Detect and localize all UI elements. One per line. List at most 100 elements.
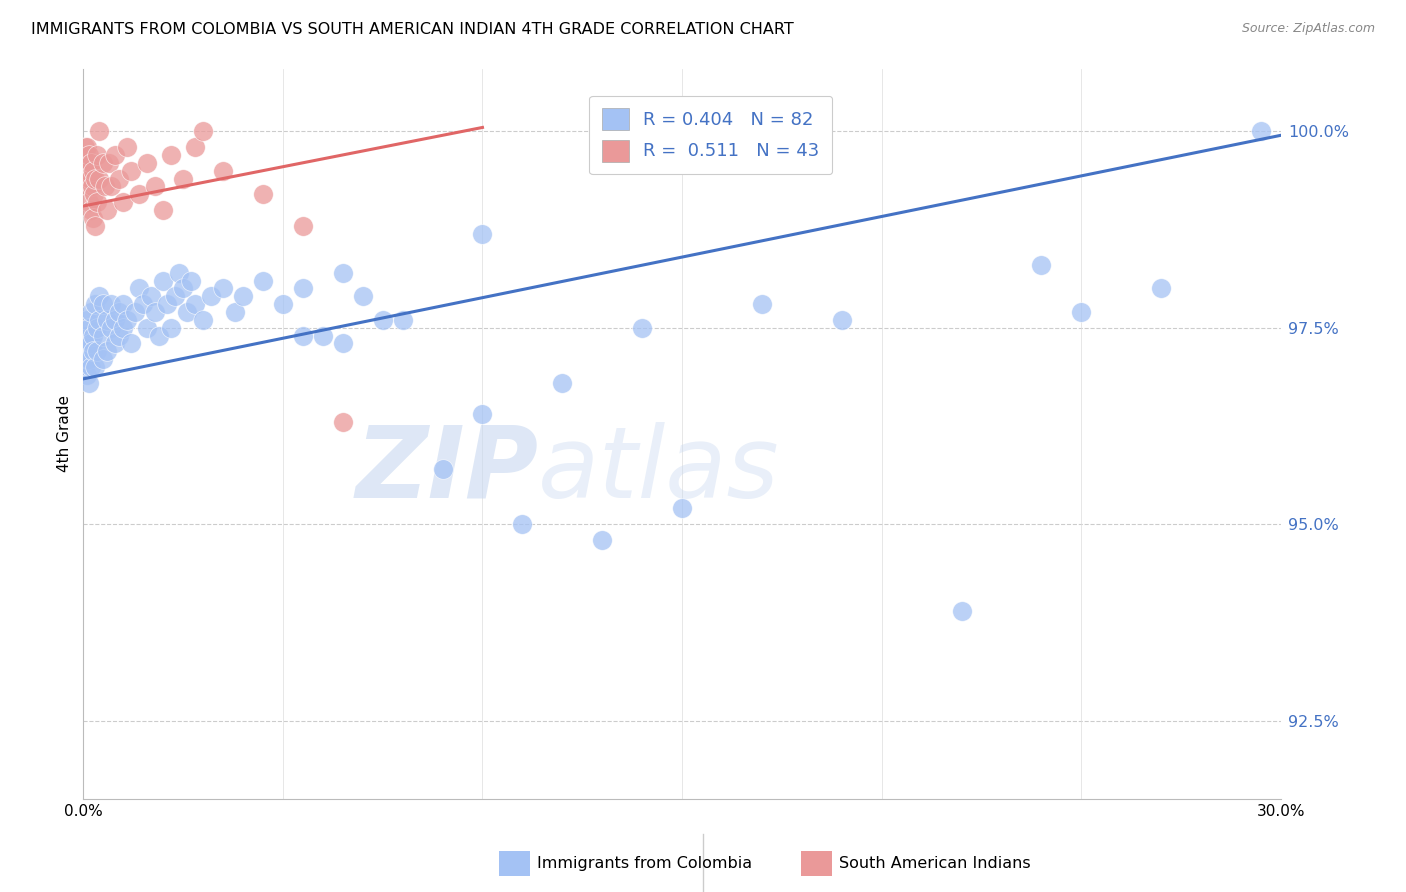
Point — [76, 179, 98, 194]
Point — [176, 305, 198, 319]
Point — [91, 328, 114, 343]
Point — [136, 156, 159, 170]
Point — [271, 297, 294, 311]
Point — [76, 313, 98, 327]
Point — [84, 171, 107, 186]
Point — [212, 281, 235, 295]
Point — [160, 320, 183, 334]
Point — [84, 297, 107, 311]
Point — [76, 336, 98, 351]
Point — [291, 328, 314, 343]
Y-axis label: 4th Grade: 4th Grade — [58, 395, 72, 473]
Point — [89, 171, 111, 186]
Point — [115, 313, 138, 327]
Point — [96, 344, 118, 359]
Point — [1250, 124, 1272, 138]
Point — [75, 328, 97, 343]
Point — [76, 352, 98, 367]
Point — [79, 171, 101, 186]
Point — [112, 195, 135, 210]
Point — [82, 163, 104, 178]
Text: Immigrants from Colombia: Immigrants from Colombia — [537, 856, 752, 871]
Point — [141, 289, 163, 303]
Point — [312, 328, 335, 343]
Point — [108, 328, 131, 343]
Point — [108, 305, 131, 319]
Point — [180, 274, 202, 288]
Point — [77, 352, 100, 367]
Point — [751, 297, 773, 311]
Point — [184, 140, 207, 154]
Point — [332, 336, 354, 351]
Legend: R = 0.404   N = 82, R =  0.511   N = 43: R = 0.404 N = 82, R = 0.511 N = 43 — [589, 95, 832, 174]
Point — [143, 179, 166, 194]
Text: Source: ZipAtlas.com: Source: ZipAtlas.com — [1241, 22, 1375, 36]
Point — [84, 219, 107, 233]
Point — [831, 313, 853, 327]
Point — [77, 195, 100, 210]
Point — [86, 320, 108, 334]
Point — [96, 202, 118, 217]
Point — [156, 297, 179, 311]
Point — [100, 179, 122, 194]
Point — [115, 140, 138, 154]
Point — [172, 281, 194, 295]
Point — [120, 336, 142, 351]
Point — [160, 148, 183, 162]
Point — [371, 313, 394, 327]
Point — [80, 360, 103, 375]
Point — [950, 604, 973, 618]
Point — [77, 320, 100, 334]
Point — [252, 187, 274, 202]
Point — [352, 289, 374, 303]
Point — [224, 305, 246, 319]
Point — [80, 179, 103, 194]
Point — [77, 163, 100, 178]
Point — [1150, 281, 1173, 295]
Point — [1031, 258, 1053, 272]
Point — [75, 360, 97, 375]
Text: South American Indians: South American Indians — [839, 856, 1031, 871]
Point — [108, 171, 131, 186]
Point — [212, 163, 235, 178]
Point — [152, 202, 174, 217]
Point — [91, 297, 114, 311]
Point — [82, 211, 104, 225]
Point — [332, 415, 354, 429]
Point — [332, 266, 354, 280]
Point — [77, 148, 100, 162]
Point — [75, 344, 97, 359]
Point — [124, 305, 146, 319]
Point — [120, 163, 142, 178]
Point — [82, 344, 104, 359]
Point — [96, 313, 118, 327]
Point — [82, 328, 104, 343]
Point — [77, 376, 100, 390]
Point — [512, 517, 534, 532]
Point — [100, 320, 122, 334]
Point — [91, 156, 114, 170]
Point — [100, 297, 122, 311]
Point — [80, 336, 103, 351]
Point — [252, 274, 274, 288]
Point — [165, 289, 187, 303]
Point — [471, 407, 494, 421]
Point — [112, 297, 135, 311]
Point — [76, 140, 98, 154]
Point — [591, 533, 613, 547]
Point — [291, 219, 314, 233]
Point — [191, 124, 214, 138]
Point — [143, 305, 166, 319]
Text: IMMIGRANTS FROM COLOMBIA VS SOUTH AMERICAN INDIAN 4TH GRADE CORRELATION CHART: IMMIGRANTS FROM COLOMBIA VS SOUTH AMERIC… — [31, 22, 793, 37]
Point — [1070, 305, 1092, 319]
Point — [76, 156, 98, 170]
Point — [200, 289, 222, 303]
Point — [76, 368, 98, 382]
Point — [91, 352, 114, 367]
Point — [152, 274, 174, 288]
Point — [84, 360, 107, 375]
Point — [132, 297, 155, 311]
Point — [191, 313, 214, 327]
Point — [75, 140, 97, 154]
Point — [128, 187, 150, 202]
